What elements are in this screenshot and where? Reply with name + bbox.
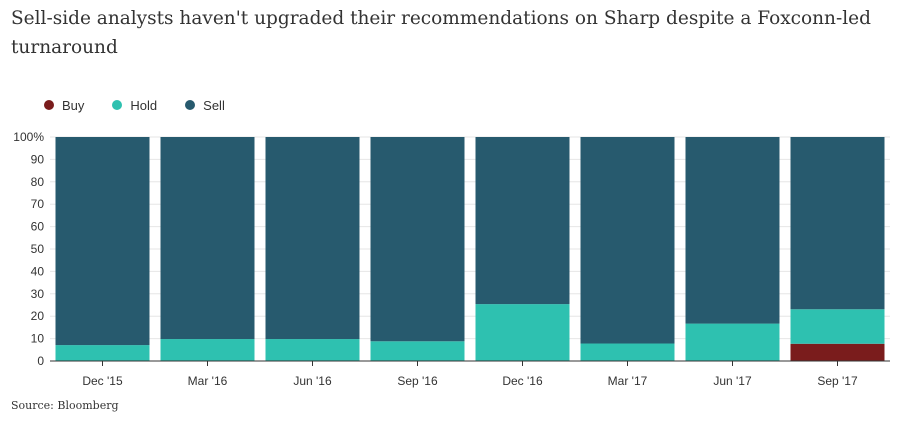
x-tick-label: Sep '16 bbox=[397, 374, 438, 388]
x-tick-label: Dec '15 bbox=[82, 374, 123, 388]
legend-label-sell: Sell bbox=[203, 97, 225, 113]
bar-sell-5 bbox=[580, 137, 675, 344]
legend-swatch-hold bbox=[112, 100, 123, 110]
y-tick-label: 20 bbox=[31, 309, 45, 323]
bar-hold-4 bbox=[475, 304, 570, 361]
x-tick-label: Mar '16 bbox=[188, 374, 228, 388]
y-tick-label: 100% bbox=[13, 130, 44, 144]
y-tick-label: 60 bbox=[31, 220, 45, 234]
bar-sell-4 bbox=[475, 137, 570, 305]
legend-swatch-sell bbox=[185, 100, 196, 110]
x-tick-label: Jun '17 bbox=[713, 374, 752, 388]
legend-label-buy: Buy bbox=[62, 97, 85, 113]
legend-label-hold: Hold bbox=[130, 97, 158, 113]
x-tick-label: Jun '16 bbox=[293, 374, 332, 388]
bar-hold-7 bbox=[790, 309, 885, 344]
y-tick-label: 70 bbox=[31, 197, 45, 211]
bar-sell-6 bbox=[685, 137, 780, 324]
y-tick-label: 40 bbox=[31, 264, 45, 278]
bar-sell-7 bbox=[790, 137, 885, 310]
bar-hold-5 bbox=[580, 343, 675, 361]
chart-title: Sell-side analysts haven't upgraded thei… bbox=[11, 8, 871, 58]
y-tick-label: 90 bbox=[31, 152, 45, 166]
legend-item-sell[interactable]: Sell bbox=[185, 98, 225, 113]
bar-hold-3 bbox=[370, 341, 465, 361]
bar-hold-2 bbox=[265, 339, 360, 361]
x-tick-label: Dec '16 bbox=[502, 374, 543, 388]
bar-sell-1 bbox=[160, 137, 255, 340]
legend: Buy Hold Sell bbox=[44, 96, 253, 114]
legend-swatch-buy bbox=[44, 100, 54, 110]
source-note: Source: Bloomberg bbox=[11, 399, 119, 412]
bar-hold-0 bbox=[55, 345, 150, 361]
bar-sell-0 bbox=[55, 137, 150, 346]
bar-buy-7 bbox=[790, 343, 885, 361]
legend-item-buy[interactable]: Buy bbox=[44, 98, 84, 113]
bar-hold-6 bbox=[685, 323, 780, 361]
legend-item-hold[interactable]: Hold bbox=[112, 98, 157, 113]
y-tick-label: 0 bbox=[37, 354, 44, 368]
x-tick-label: Mar '17 bbox=[608, 374, 648, 388]
y-tick-label: 30 bbox=[31, 287, 45, 301]
bar-hold-1 bbox=[160, 339, 255, 361]
bar-sell-3 bbox=[370, 137, 465, 342]
y-tick-label: 80 bbox=[31, 175, 45, 189]
x-tick-label: Sep '17 bbox=[817, 374, 858, 388]
bar-sell-2 bbox=[265, 137, 360, 340]
y-tick-label: 10 bbox=[31, 332, 45, 346]
y-tick-label: 50 bbox=[31, 242, 45, 256]
